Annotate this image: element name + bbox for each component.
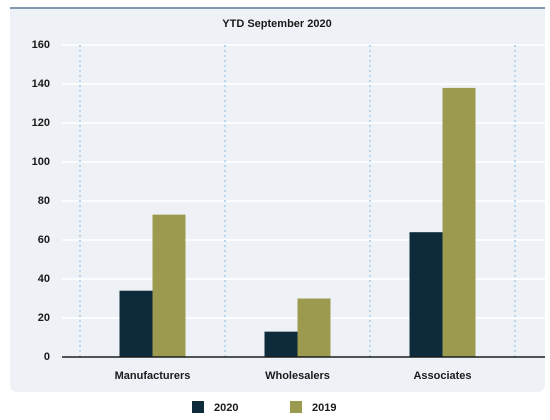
legend-label: 2019	[312, 402, 336, 414]
y-tick-label: 0	[44, 351, 50, 363]
y-tick-label: 140	[32, 78, 50, 90]
chart-title: YTD September 2020	[222, 18, 331, 30]
bar	[409, 232, 443, 357]
bar	[152, 214, 186, 357]
y-tick-label: 160	[32, 39, 50, 51]
y-tick-label: 60	[38, 234, 50, 246]
y-tick-label: 120	[32, 117, 50, 129]
x-tick-label: Manufacturers	[115, 370, 191, 382]
bar	[442, 87, 476, 358]
y-tick-label: 40	[38, 273, 50, 285]
legend-swatch	[290, 401, 302, 413]
x-tick-label: Associates	[413, 370, 471, 382]
bar	[264, 331, 298, 357]
bar	[297, 298, 331, 357]
y-tick-label: 80	[38, 195, 50, 207]
y-tick-label: 20	[38, 312, 50, 324]
legend-label: 2020	[214, 402, 238, 414]
bar	[119, 290, 153, 357]
legend-swatch	[192, 401, 204, 413]
y-tick-label: 100	[32, 156, 50, 168]
x-tick-label: Wholesalers	[265, 370, 330, 382]
